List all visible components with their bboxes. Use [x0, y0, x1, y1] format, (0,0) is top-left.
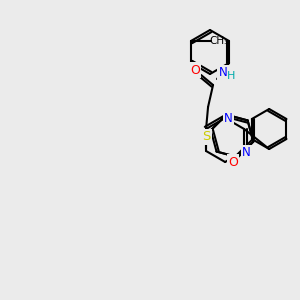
Text: N: N	[224, 112, 233, 124]
Text: O: O	[190, 64, 200, 76]
Text: N: N	[219, 67, 227, 80]
Text: H: H	[227, 71, 235, 81]
Text: O: O	[228, 156, 238, 169]
Text: N: N	[242, 146, 250, 160]
Text: CH₃: CH₃	[209, 36, 229, 46]
Text: S: S	[202, 130, 210, 143]
